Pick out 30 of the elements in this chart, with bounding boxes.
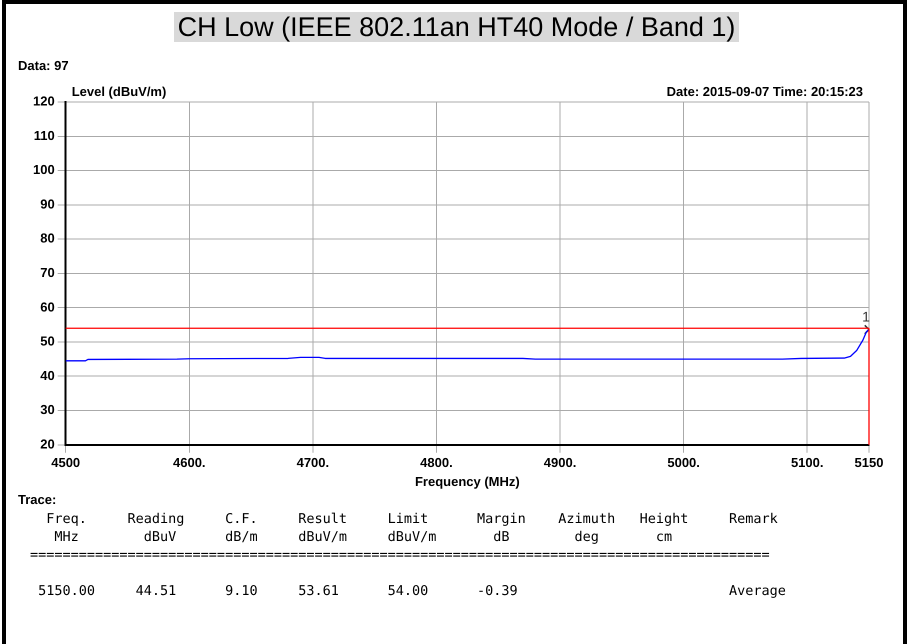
y-tick-label: 60 <box>40 299 55 314</box>
x-tick-label: 4800. <box>420 455 453 470</box>
y-tick-label: 30 <box>40 402 55 418</box>
x-tick-label: 4500 <box>51 455 80 470</box>
text: MHz dBuV dB/m dBuV/m dBuV/m dB deg cm <box>53 528 674 546</box>
text: =========================================================================================== <box>30 546 771 564</box>
x-tick-label: 4700. <box>296 455 330 470</box>
x-tick-label: 5100. <box>790 455 824 470</box>
y-tick-label: 70 <box>40 264 55 280</box>
x-tick-label: 5000. <box>667 455 700 470</box>
text: Date: 2015-09-07 Time: 20:15:23 <box>666 84 863 99</box>
annotation: 1 <box>862 308 870 325</box>
y-tick-label: 100 <box>32 162 55 178</box>
y-tick-label: 120 <box>32 94 55 109</box>
text: Freq. Reading C.F. Result Limit Margin Azimuth Height Remark <box>45 510 779 528</box>
text: Data: 97 <box>18 58 69 73</box>
y-tick-label: 110 <box>34 128 55 143</box>
y-tick-label: 40 <box>40 368 55 383</box>
chart-title: CH Low (IEEE 802.11an HT40 Mode / Band 1) <box>174 12 740 42</box>
y-tick-label: 20 <box>40 436 55 452</box>
text: 5150.00 44.51 9.10 53.61 54.00 -0.39 Average <box>37 582 786 600</box>
y-tick-label: 90 <box>40 196 55 212</box>
y-tick-label: 50 <box>40 334 55 349</box>
x-tick-label: 4600. <box>173 455 206 470</box>
y-tick-label: 80 <box>40 230 55 246</box>
x-tick-label: 5150 <box>854 455 884 470</box>
x-axis-title: Frequency (MHz) <box>414 474 520 489</box>
x-tick-label: 4900. <box>544 455 576 470</box>
y-axis-title: Level (dBuV/m) <box>72 84 166 99</box>
text: Trace: <box>18 492 56 507</box>
